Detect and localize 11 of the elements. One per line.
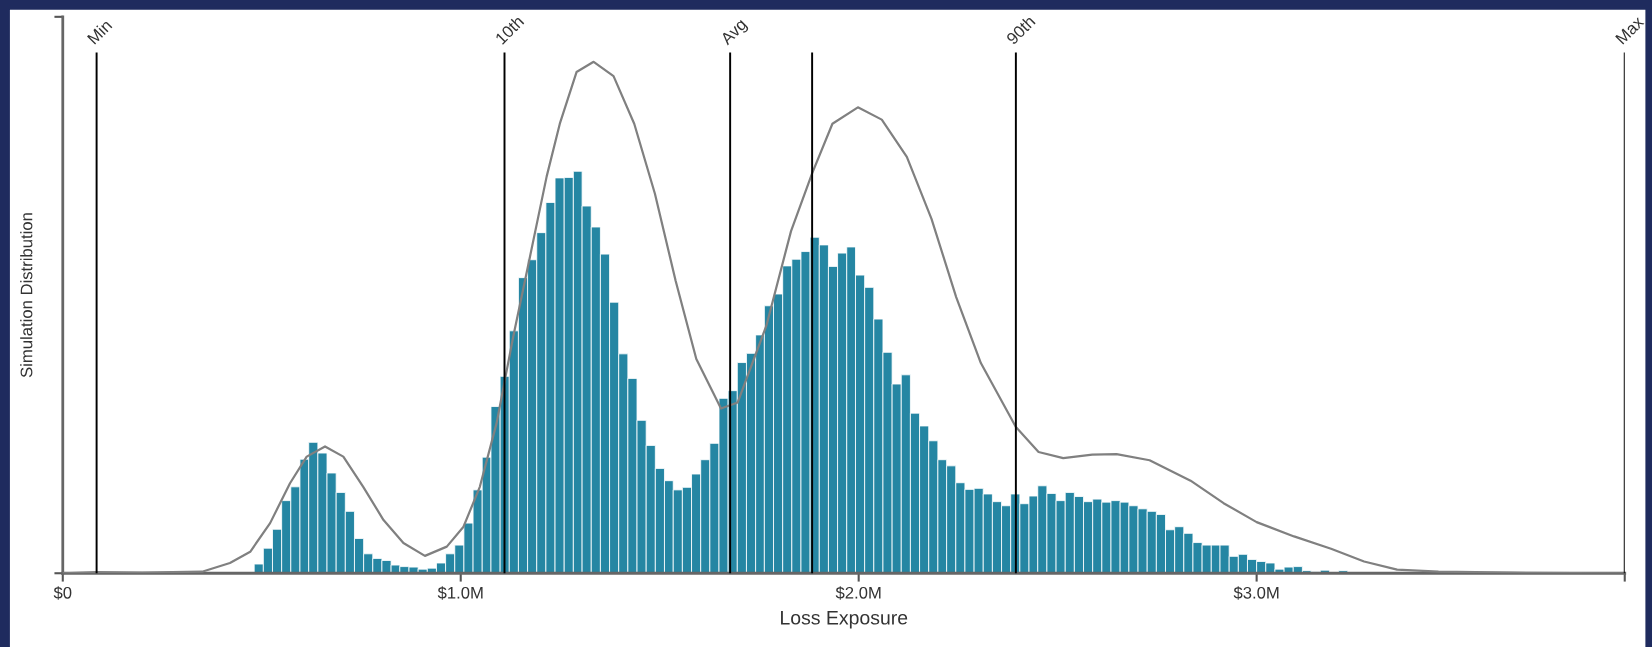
- x-tick-label: $2.0M: [835, 586, 881, 600]
- x-tick-label: $0: [53, 586, 72, 600]
- ref-line-label: Avg: [719, 18, 750, 48]
- ref-line-label: 10th: [494, 14, 525, 45]
- ref-line-label: Min: [86, 18, 113, 45]
- ref-line-label: 90th: [1005, 14, 1036, 46]
- x-axis-title: Loss Exposure: [781, 611, 908, 629]
- x-tick-label: $3.0M: [1233, 586, 1279, 600]
- ref-line-label: Max: [1615, 15, 1645, 45]
- x-tick-label: $1.0M: [437, 586, 483, 600]
- y-axis-title: Simulation Distribution: [20, 213, 33, 378]
